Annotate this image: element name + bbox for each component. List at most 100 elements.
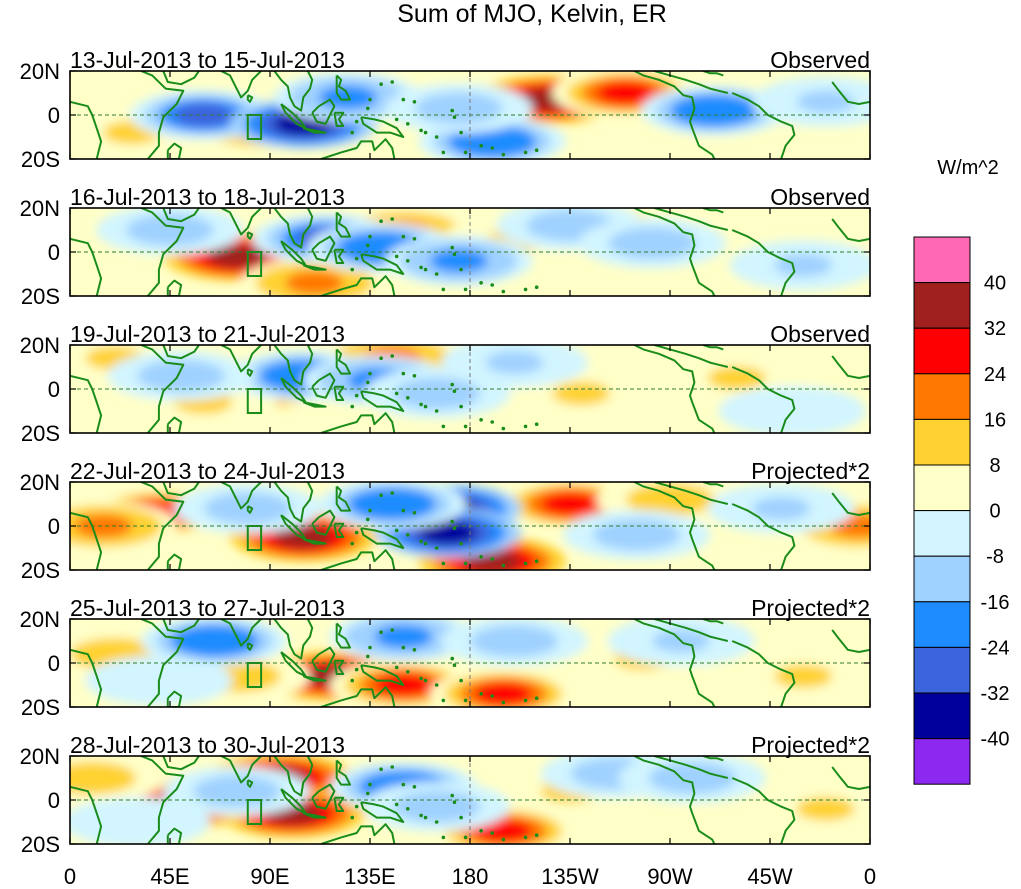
anomaly-blob-9-level-4 xyxy=(374,624,433,649)
anomaly-blob-12-level-4 xyxy=(607,523,666,547)
colorbar-box-4 xyxy=(913,373,971,420)
coastline-19 xyxy=(831,766,870,790)
anomaly-blob-10-level-4 xyxy=(152,364,211,388)
island-15 xyxy=(405,670,410,674)
map-panel-6: 20N 0 20S 28-Jul-2013 to 30-Jul-2013 Project… xyxy=(20,732,871,857)
y-tick-label-3: 20S xyxy=(21,421,60,446)
coastline-7 xyxy=(273,208,314,249)
y-tick-label-2: 0 xyxy=(48,103,60,128)
island-5 xyxy=(423,678,428,683)
island-22 xyxy=(354,530,359,535)
coastline-2 xyxy=(140,208,185,296)
colorbar: W/m^2 40 32 24 16 8 0 -8 -16 -24 -32 -40 xyxy=(913,157,1009,785)
coastline-11 xyxy=(333,385,345,401)
island-20 xyxy=(452,252,457,256)
island-6 xyxy=(434,272,439,276)
island-12 xyxy=(501,700,506,705)
map-panel-2: 20N 0 20S 16-Jul-2013 to 18-Jul-2013 Observe… xyxy=(20,184,871,309)
anomaly-blob-10-level-4 xyxy=(623,231,682,255)
colorbar-units: W/m^2 xyxy=(937,157,999,179)
anomaly-blob-9-level-4 xyxy=(541,213,599,238)
island-17 xyxy=(394,665,399,670)
island-7 xyxy=(441,287,446,292)
colorbar-box-2 xyxy=(913,282,971,329)
coastline-5 xyxy=(220,71,262,99)
island-15 xyxy=(405,807,410,811)
coastline-9 xyxy=(302,264,327,271)
coastline-3 xyxy=(166,827,183,844)
coastline-19 xyxy=(831,218,870,242)
island-21 xyxy=(459,541,463,546)
island-15 xyxy=(405,122,410,126)
island-11 xyxy=(490,694,495,698)
anomaly-blob-3-level-4 xyxy=(552,381,611,406)
coastline-13 xyxy=(360,253,405,275)
island-18 xyxy=(368,782,372,787)
anomaly-blob-8-level-4 xyxy=(318,85,377,110)
island-4 xyxy=(412,100,417,104)
island-11 xyxy=(490,146,495,150)
coastline-2 xyxy=(140,619,185,707)
island-22 xyxy=(354,804,359,809)
coastline-2 xyxy=(140,756,185,844)
coastline-2 xyxy=(140,482,185,570)
coastline-9 xyxy=(302,675,327,682)
map-panel-4: 20N 0 20S 22-Jul-2013 to 24-Jul-2013 Project… xyxy=(20,458,871,583)
island-5 xyxy=(423,815,428,820)
y-tick-label-2: 0 xyxy=(48,788,60,813)
coastline-1 xyxy=(70,511,103,570)
anomaly-blob-10-level-4 xyxy=(685,98,744,123)
coastline-7 xyxy=(273,71,314,112)
coastline-9 xyxy=(302,127,327,134)
island-3 xyxy=(401,782,406,787)
x-tick-label-2: 45E xyxy=(150,864,189,889)
island-16 xyxy=(419,539,423,544)
island-16 xyxy=(419,128,423,133)
island-3 xyxy=(401,371,406,376)
anomaly-blob-9-level-4 xyxy=(418,520,477,545)
island-1 xyxy=(379,356,383,361)
colorbar-label-3: 24 xyxy=(984,364,1006,386)
coastline-4 xyxy=(162,756,200,771)
coastline-6 xyxy=(246,642,254,651)
anomaly-field xyxy=(70,619,870,707)
island-17 xyxy=(394,391,399,396)
island-5 xyxy=(423,267,428,272)
island-2 xyxy=(390,491,395,495)
panel-label: Observed xyxy=(770,47,870,73)
island-3 xyxy=(401,234,406,239)
y-tick-label-1: 20N xyxy=(20,196,60,221)
anomaly-field xyxy=(70,208,870,296)
panel-label: Projected*2 xyxy=(751,732,870,758)
island-13 xyxy=(523,561,528,566)
coastline-6 xyxy=(246,231,254,240)
y-tick-label-2: 0 xyxy=(48,651,60,676)
island-16 xyxy=(419,676,423,681)
island-10 xyxy=(479,555,483,559)
coastline-11 xyxy=(333,796,345,812)
anomaly-blob-9-level-4 xyxy=(407,794,466,819)
x-tick-label-6: 135W xyxy=(541,864,599,889)
y-tick-label-2: 0 xyxy=(48,377,60,402)
island-23 xyxy=(350,541,355,546)
anomaly-field xyxy=(70,756,870,844)
coastline-12 xyxy=(335,74,351,101)
colorbar-label-2: 32 xyxy=(984,318,1006,340)
island-8 xyxy=(463,698,468,703)
island-21 xyxy=(459,404,463,409)
island-16 xyxy=(419,265,423,270)
colorbar-box-6 xyxy=(913,464,971,512)
island-12 xyxy=(501,289,506,294)
island-19 xyxy=(365,791,370,796)
island-14 xyxy=(534,559,539,563)
panel-period: 25-Jul-2013 to 27-Jul-2013 xyxy=(70,595,345,621)
coastline-11 xyxy=(333,522,345,538)
coastline-10 xyxy=(311,372,336,399)
island-11 xyxy=(490,831,495,835)
island-20 xyxy=(452,115,457,119)
coastline-3 xyxy=(166,553,183,570)
island-5 xyxy=(423,404,428,409)
panel-label: Observed xyxy=(770,321,870,347)
island-15 xyxy=(405,259,410,263)
colorbar-box-10 xyxy=(913,646,971,694)
